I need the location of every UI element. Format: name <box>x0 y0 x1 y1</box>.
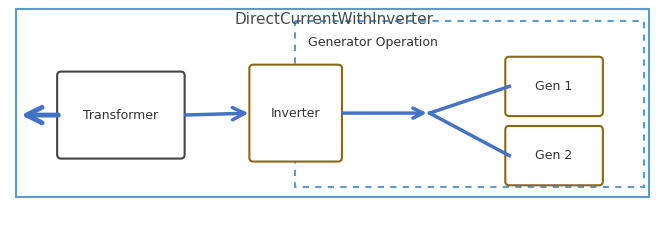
Text: DirectCurrentWithInverter: DirectCurrentWithInverter <box>234 12 434 27</box>
Bar <box>16 9 649 197</box>
FancyBboxPatch shape <box>249 65 342 161</box>
Text: Gen 2: Gen 2 <box>536 149 572 162</box>
FancyBboxPatch shape <box>505 57 603 116</box>
FancyBboxPatch shape <box>57 72 184 159</box>
Text: Inverter: Inverter <box>271 107 321 120</box>
Bar <box>295 21 644 187</box>
Text: Transformer: Transformer <box>84 109 158 122</box>
Text: Gen 1: Gen 1 <box>536 80 572 93</box>
Text: Generator Operation: Generator Operation <box>308 36 438 49</box>
FancyBboxPatch shape <box>505 126 603 185</box>
